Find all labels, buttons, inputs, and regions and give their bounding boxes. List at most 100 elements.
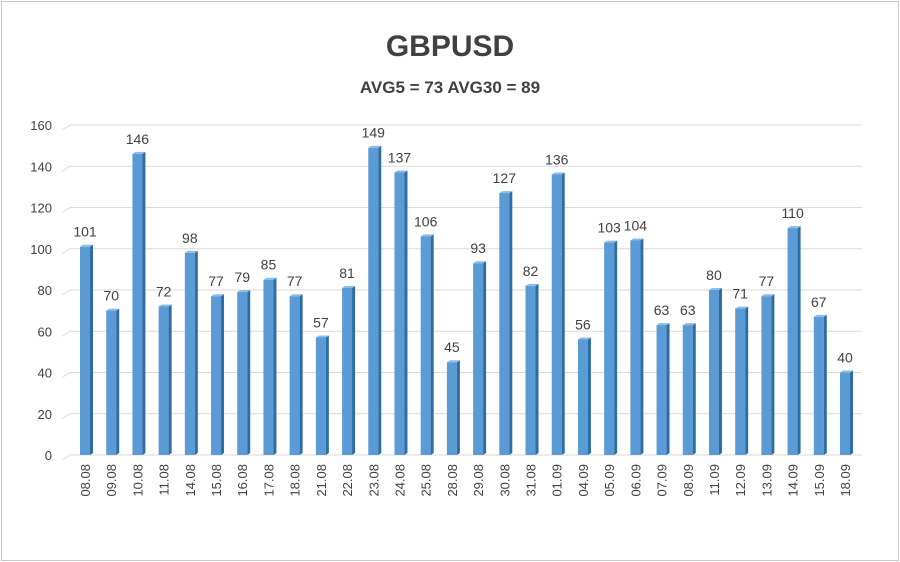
data-label: 79 <box>234 269 250 285</box>
bar <box>446 362 457 455</box>
y-tick-label: 60 <box>38 324 52 339</box>
bar <box>106 310 117 455</box>
bar-top <box>394 170 408 173</box>
y-tick-label: 40 <box>38 366 52 381</box>
bar-side <box>614 240 618 455</box>
data-label: 80 <box>706 267 722 283</box>
bar-top <box>211 294 225 297</box>
data-label: 77 <box>759 273 775 289</box>
chart-title: GBPUSD <box>385 30 515 63</box>
x-tick-label: 30.08 <box>497 464 512 497</box>
bar-side <box>221 294 225 455</box>
x-tick-label: 21.08 <box>314 464 329 497</box>
x-tick-label: 12.09 <box>733 464 748 497</box>
x-tick-label: 09.08 <box>104 464 119 497</box>
data-label: 70 <box>103 288 119 304</box>
bar-top <box>604 240 618 243</box>
data-label: 72 <box>156 284 172 300</box>
y-tick-label: 120 <box>30 201 52 216</box>
bar <box>708 290 719 455</box>
bar-side <box>535 283 539 455</box>
bar <box>525 285 536 455</box>
bar <box>551 174 562 455</box>
bar-side <box>168 304 172 455</box>
bar-side <box>509 191 513 455</box>
bar <box>577 339 588 455</box>
data-label: 93 <box>470 240 486 256</box>
bar-top <box>551 172 565 175</box>
bar <box>420 236 431 455</box>
bar <box>158 306 169 455</box>
data-label: 146 <box>126 131 150 147</box>
bar-top <box>499 191 513 194</box>
bar-top <box>237 290 251 293</box>
bar-top <box>420 234 434 237</box>
x-tick-label: 04.09 <box>576 464 591 497</box>
bar <box>263 279 274 455</box>
bar-top <box>80 244 93 247</box>
gridline <box>61 454 862 461</box>
x-tick-label: 06.09 <box>628 464 643 497</box>
bar-side <box>273 277 277 455</box>
bar-top <box>813 314 827 317</box>
bar <box>289 296 300 455</box>
x-tick-label: 15.09 <box>812 464 827 497</box>
bar <box>813 316 824 455</box>
bar-side <box>404 170 408 455</box>
bar <box>80 246 90 455</box>
bar-side <box>247 290 251 455</box>
bar-side <box>483 261 487 455</box>
x-tick-label: 11.09 <box>707 464 722 496</box>
data-label: 110 <box>781 205 804 221</box>
gridline <box>61 372 862 378</box>
bar <box>394 172 405 455</box>
x-tick-label: 14.09 <box>786 464 801 497</box>
y-tick-label: 160 <box>30 118 52 133</box>
bar-side <box>352 285 356 455</box>
gridline <box>61 165 862 172</box>
bar <box>787 228 798 455</box>
bar-side <box>430 234 434 455</box>
y-tick-label: 140 <box>30 159 52 174</box>
gridline <box>61 124 862 131</box>
x-tick-label: 18.08 <box>288 464 303 497</box>
bar-side <box>116 308 120 455</box>
data-label: 98 <box>182 230 198 246</box>
bar <box>237 292 248 455</box>
data-label: 77 <box>287 273 303 289</box>
x-tick-label: 07.09 <box>655 464 670 497</box>
x-tick-label: 08.09 <box>681 464 696 497</box>
bar <box>735 308 746 455</box>
data-label: 40 <box>837 350 853 366</box>
bar-top <box>630 238 644 241</box>
bar-side <box>90 244 93 455</box>
bar-side <box>666 323 670 455</box>
bar-top <box>577 337 591 340</box>
bar-side <box>299 294 303 455</box>
data-label: 67 <box>811 294 827 310</box>
bar-side <box>587 337 591 455</box>
x-tick-label: 05.09 <box>602 464 617 497</box>
bar-top <box>342 285 356 288</box>
chart-subtitle: AVG5 = 73 AVG30 = 89 <box>359 78 541 97</box>
bar-top <box>289 294 303 297</box>
data-label: 103 <box>597 220 621 236</box>
x-tick-label: 24.08 <box>392 464 407 497</box>
x-tick-label: 28.08 <box>445 464 460 497</box>
bar-top <box>158 304 172 307</box>
y-tick-label: 20 <box>38 407 52 422</box>
x-tick-label: 15.08 <box>209 464 224 497</box>
bar-top <box>735 306 749 309</box>
bar-side <box>797 226 801 455</box>
bar <box>315 337 326 455</box>
x-tick-label: 01.09 <box>550 464 565 497</box>
data-label: 82 <box>523 263 539 279</box>
y-tick-label: 0 <box>45 448 52 463</box>
bar-side <box>142 151 146 455</box>
x-tick-label: 29.08 <box>471 464 486 497</box>
data-label: 137 <box>388 149 412 165</box>
bar-top <box>132 151 146 154</box>
bar-top <box>263 277 277 280</box>
bar-side <box>692 323 696 455</box>
x-tick-label: 16.08 <box>235 464 250 497</box>
